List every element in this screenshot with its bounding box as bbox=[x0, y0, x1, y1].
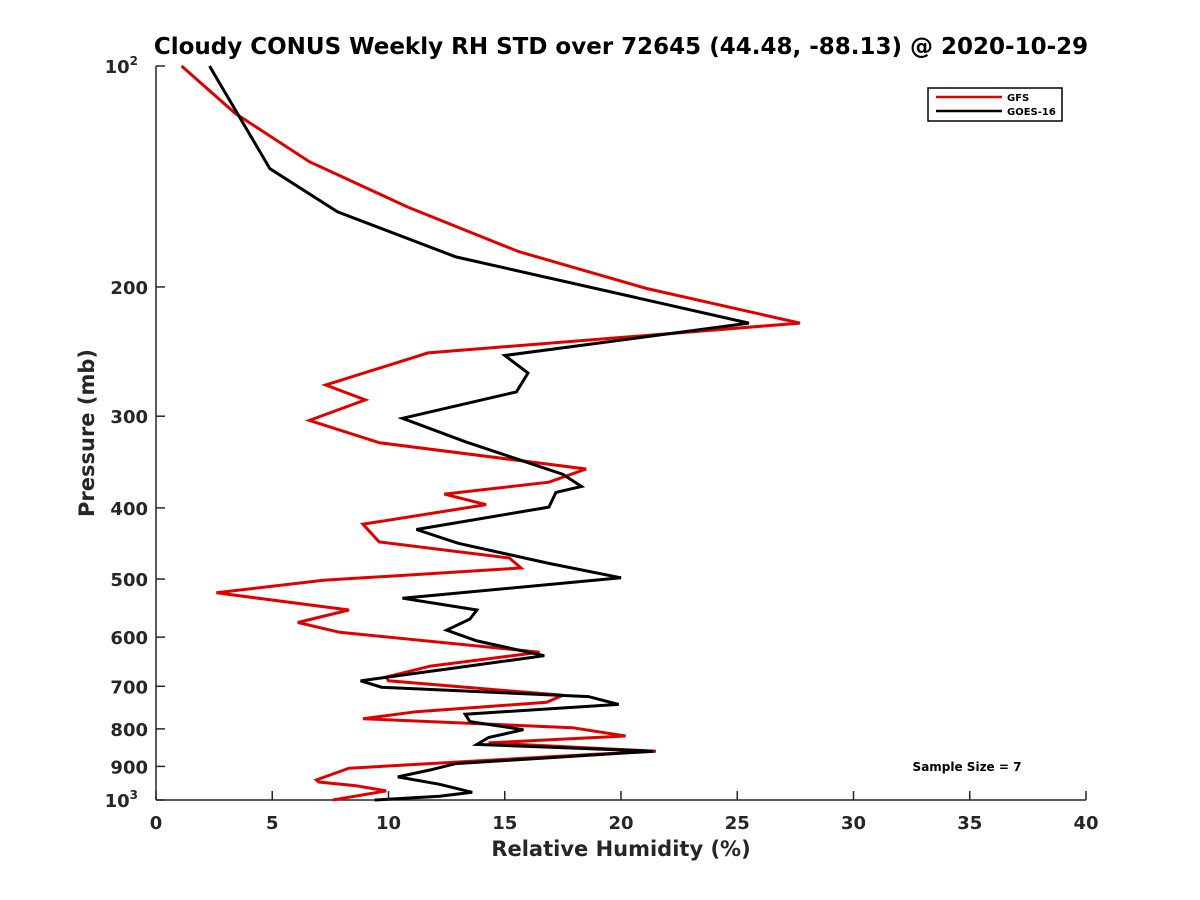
x-tick-label: 10 bbox=[376, 813, 401, 834]
y-tick-label: 800 bbox=[110, 720, 148, 741]
y-tick-exponent: 3 bbox=[130, 788, 138, 802]
x-tick-label: 5 bbox=[266, 813, 279, 834]
x-tick-label: 0 bbox=[150, 813, 163, 834]
y-tick-label: 600 bbox=[110, 628, 148, 649]
y-tick-label: 400 bbox=[110, 499, 148, 520]
x-tick-label: 40 bbox=[1073, 813, 1098, 834]
x-tick-label: 20 bbox=[608, 813, 633, 834]
x-tick-label: 15 bbox=[492, 813, 517, 834]
y-tick-label: 900 bbox=[110, 757, 148, 778]
ticks-layer: 0 5 10 15 20 25 30 35 40102200300400500600700800… bbox=[105, 54, 1099, 834]
chart-title: Cloudy CONUS Weekly RH STD over 72645 (4… bbox=[154, 34, 1088, 60]
y-tick-label: 500 bbox=[110, 570, 148, 591]
y-tick-exponent: 2 bbox=[130, 54, 138, 68]
legend-box bbox=[927, 87, 1063, 122]
series-line-goes-16 bbox=[208, 65, 750, 802]
x-tick-label: 30 bbox=[841, 813, 866, 834]
y-tick-label: 200 bbox=[110, 278, 148, 299]
sample-size-annotation: Sample Size = 7 bbox=[913, 760, 1022, 774]
legend-label: GFS bbox=[1007, 93, 1029, 104]
y-tick-label: 700 bbox=[110, 677, 148, 698]
x-tick-label: 25 bbox=[725, 813, 750, 834]
y-axis-label: Pressure (mb) bbox=[75, 349, 99, 517]
legend: GFS GOES-16 bbox=[927, 87, 1063, 122]
x-axis-label: Relative Humidity (%) bbox=[491, 837, 750, 861]
x-tick-label: 35 bbox=[957, 813, 982, 834]
series-layer bbox=[180, 64, 801, 802]
legend-label: GOES-16 bbox=[1007, 107, 1056, 118]
y-tick-label: 300 bbox=[110, 407, 148, 428]
